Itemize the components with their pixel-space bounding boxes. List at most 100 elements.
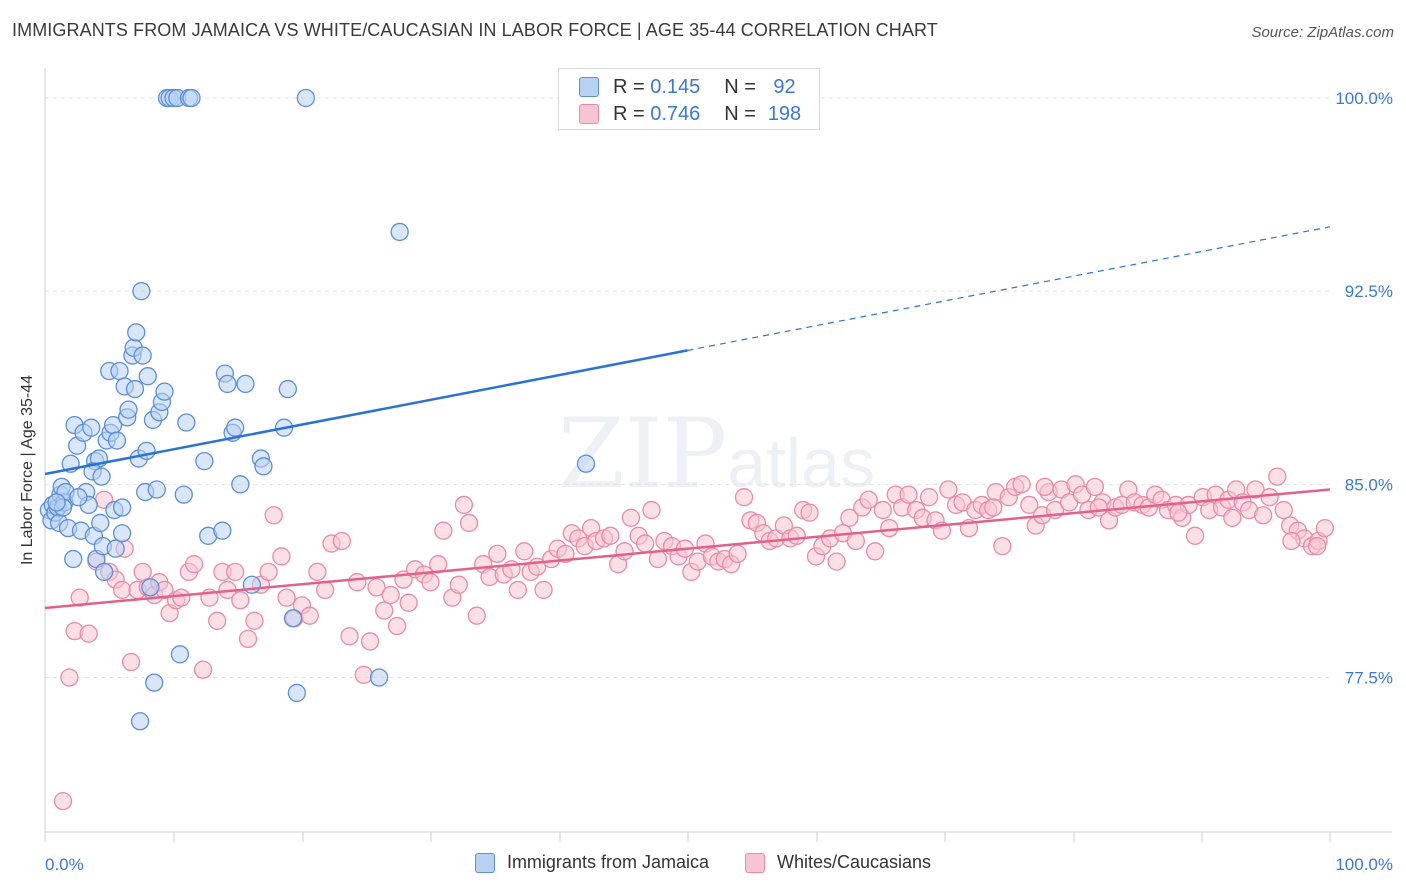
whites-point-123 (865, 542, 885, 561)
legend-series: Immigrants from Jamaica Whites/Caucasian… (0, 852, 1406, 873)
whites-point-46 (354, 665, 373, 685)
legend-label-jamaica: Immigrants from Jamaica (506, 852, 709, 872)
whites-point-11 (121, 652, 141, 672)
whites-point-66 (488, 544, 507, 564)
whites-point-134 (939, 480, 958, 499)
whites-point-49 (375, 601, 394, 620)
jamaica-point-73 (236, 374, 255, 394)
jamaica-point-89 (106, 539, 125, 558)
whites-point-50 (381, 585, 400, 605)
whites-point-142 (993, 536, 1012, 556)
jamaica-point-49 (141, 578, 160, 597)
whites-point-69 (508, 580, 528, 600)
legend-swatch-blue (474, 852, 495, 873)
whites-point-22 (184, 555, 204, 574)
whites-point-196 (1035, 477, 1054, 497)
jamaica-point-79 (283, 609, 303, 628)
whites-point-190 (1315, 518, 1335, 538)
jamaica-point-51 (145, 673, 164, 692)
whites-point-181 (1254, 506, 1273, 525)
jamaica-trend-extension (687, 226, 1331, 352)
jamaica-point-72 (231, 475, 250, 494)
jamaica-point-84 (576, 454, 596, 473)
jamaica-point-35 (112, 524, 132, 543)
whites-point-183 (1268, 467, 1287, 486)
jamaica-point-69 (218, 374, 237, 394)
legend-swatch-blue (579, 77, 599, 97)
jamaica-point-71 (226, 418, 245, 437)
whites-point-145 (1012, 475, 1031, 494)
jamaica-trend-line (44, 349, 688, 476)
jamaica-point-12 (64, 549, 83, 569)
jamaica-point-65 (195, 452, 214, 471)
whites-point-13 (133, 562, 152, 582)
legend-stats: R = 0.145 N = 92 R = 0.746 N = 198 (558, 68, 820, 130)
whites-point-85 (615, 542, 634, 561)
whites-point-182 (1260, 488, 1279, 507)
whites-point-102 (728, 544, 747, 564)
whites-point-20 (172, 588, 191, 607)
whites-point-34 (264, 506, 283, 525)
jamaica-point-91 (92, 467, 111, 486)
whites-point-31 (245, 611, 264, 630)
jamaica-point-80 (287, 683, 307, 703)
whites-point-35 (272, 547, 291, 566)
whites-point-119 (840, 508, 859, 527)
whites-point-191 (1308, 536, 1327, 556)
whites-point-36 (277, 588, 296, 607)
jamaica-point-44 (132, 282, 151, 301)
whites-point-131 (919, 488, 939, 507)
whites-point-194 (1169, 503, 1188, 522)
whites-point-128 (899, 485, 918, 504)
jamaica-point-41 (125, 379, 145, 399)
whites-point-111 (787, 526, 806, 545)
jamaica-point-88 (47, 493, 66, 512)
whites-point-53 (399, 593, 418, 612)
legend-item-whites: Whites/Caucasians (744, 852, 931, 873)
whites-point-70 (515, 542, 534, 561)
jamaica-point-64 (182, 88, 201, 108)
whites-point-62 (459, 513, 479, 533)
y-tick-label-1: 92.5% (1345, 282, 1393, 301)
whites-point-89 (642, 500, 661, 520)
whites-point-193 (1223, 508, 1242, 527)
legend-n-label: N = (724, 75, 756, 98)
jamaica-point-24 (91, 513, 110, 533)
legend-r-value: 0.145 (650, 75, 701, 98)
whites-point-192 (1282, 531, 1301, 551)
jamaica-point-82 (390, 222, 409, 242)
legend-row-jamaica: R = 0.145 N = 92 (579, 74, 808, 100)
whites-point-122 (859, 490, 878, 509)
jamaica-point-83 (369, 668, 389, 687)
whites-point-197 (984, 498, 1003, 517)
jamaica-point-60 (170, 645, 190, 664)
whites-point-146 (1020, 495, 1039, 515)
whites-point-4 (79, 624, 98, 643)
whites-point-63 (467, 606, 486, 625)
whites-point-48 (367, 578, 386, 597)
legend-row-whites: R = 0.746 N = 198 (579, 101, 808, 127)
whites-point-1 (60, 668, 79, 687)
whites-point-44 (340, 627, 359, 646)
source-label: Source: ZipAtlas.com (1251, 24, 1394, 41)
legend-r-label: R = (613, 102, 645, 125)
jamaica-point-19 (82, 418, 101, 437)
whites-point-33 (259, 562, 278, 582)
whites-point-156 (1085, 477, 1104, 497)
whites-point-180 (1246, 480, 1265, 499)
jamaica-point-74 (242, 575, 262, 594)
y-tick-label-3: 77.5% (1345, 668, 1393, 687)
jamaica-point-45 (133, 346, 152, 365)
jamaica-point-55 (155, 382, 174, 401)
whites-point-83 (601, 526, 620, 545)
legend-r-label: R = (613, 75, 645, 98)
jamaica-point-85 (130, 712, 150, 731)
watermark-zip: ZIP (558, 398, 728, 510)
whites-point-120 (846, 531, 865, 551)
whites-point-86 (621, 508, 641, 527)
jamaica-point-48 (138, 367, 157, 386)
jamaica-point-52 (147, 480, 166, 499)
whites-point-73 (534, 580, 553, 600)
whites-point-9 (112, 580, 132, 600)
